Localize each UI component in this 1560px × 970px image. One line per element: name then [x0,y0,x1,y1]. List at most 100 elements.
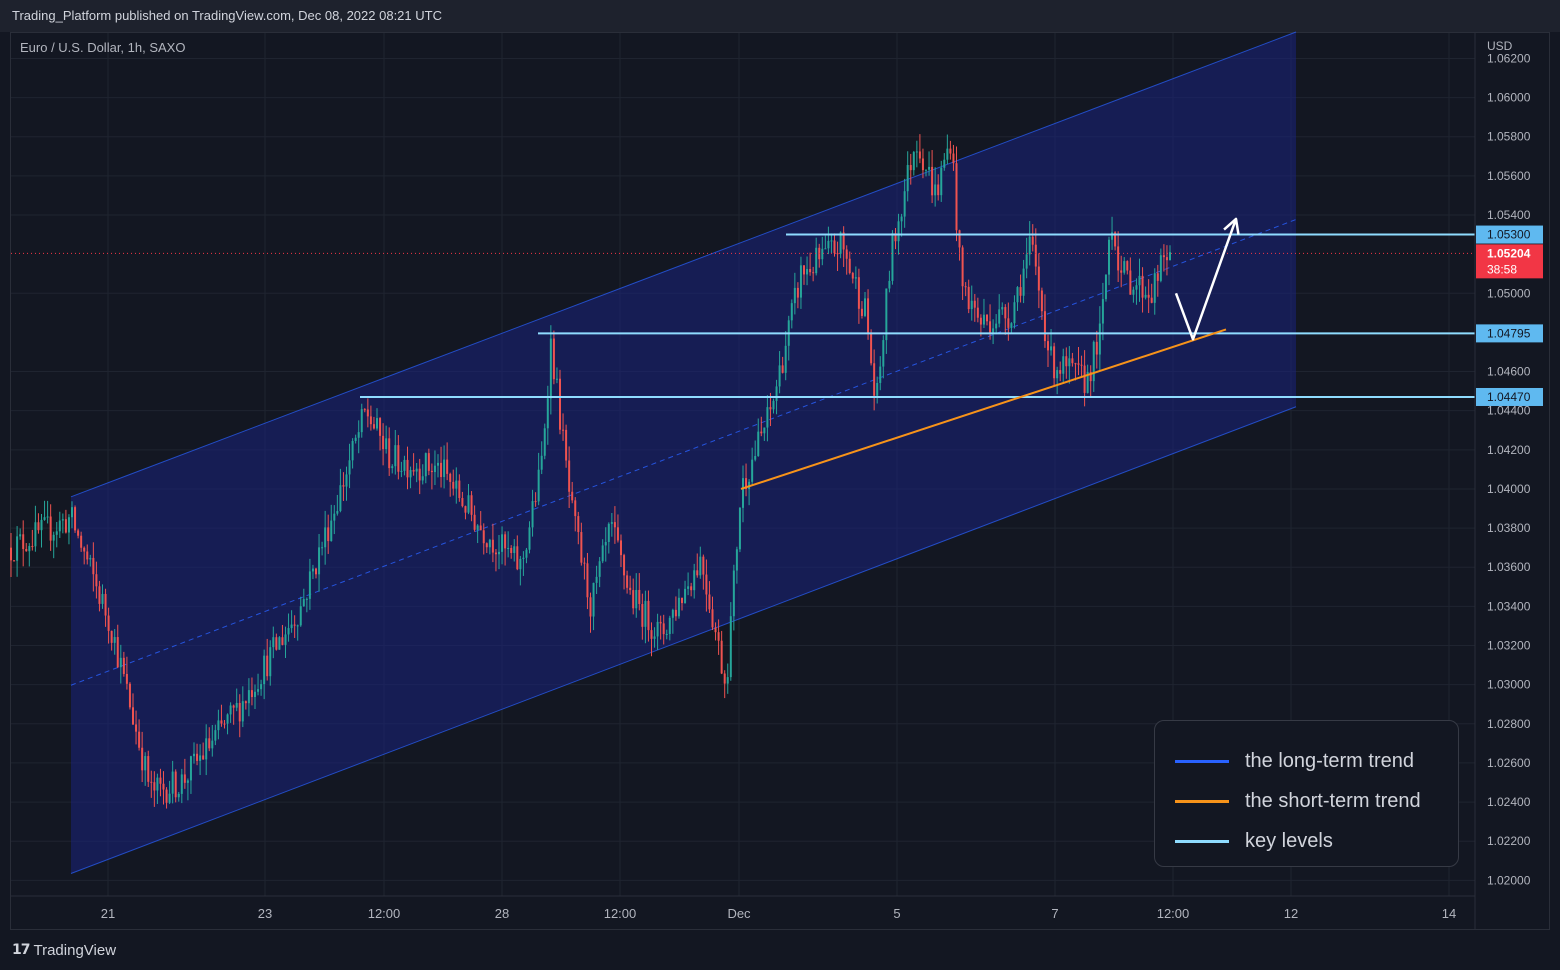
candle-body-213 [659,621,662,624]
price-tick-label: 1.02600 [1487,756,1531,770]
candle-body-289 [891,233,894,281]
candle-body-204 [632,590,635,609]
candle-body-338 [1040,290,1043,312]
time-tick-label: 14 [1442,906,1456,921]
candle-body-273 [842,232,845,250]
time-tick-label: 12:00 [368,906,401,921]
candle-body-259 [799,265,802,298]
candle-body-131 [409,470,412,478]
candle-body-134 [418,468,421,481]
candle-body-4 [22,534,25,549]
published-header: Trading_Platform published on TradingVie… [0,0,1560,32]
price-tick-label: 1.03400 [1487,599,1531,613]
candle-body-290 [894,233,897,242]
candle-body-247 [763,427,766,434]
candle-body-164 [510,547,513,554]
candle-body-137 [427,453,430,471]
candle-body-159 [494,552,497,555]
candle-body-6 [28,546,31,552]
candle-body-67 [214,730,217,741]
candle-body-343 [1056,370,1059,379]
candle-body-39 [128,683,131,708]
candle-body-317 [976,307,979,318]
footer[interactable]: 17 TradingView [12,938,116,962]
published-text: Trading_Platform published on TradingVie… [12,8,442,23]
candle-body-281 [867,298,870,334]
symbol-label[interactable]: Euro / U.S. Dollar, 1h, SAXO [20,40,186,55]
short-term-trend [740,328,1227,490]
candle-body-201 [623,555,626,576]
candle-body-163 [507,547,510,549]
candle-body-177 [549,338,552,399]
candle-body-144 [449,473,452,482]
candle-body-297 [915,151,918,153]
candle-body-231 [714,627,717,633]
candle-body-174 [540,455,543,470]
candle-body-352 [1083,365,1086,393]
candle-body-322 [992,328,995,334]
candle-body-166 [516,546,519,570]
candle-body-142 [443,459,446,478]
candle-body-108 [339,485,342,512]
candle-body-18 [64,519,67,533]
candle-body-300 [925,169,927,171]
candle-body-314 [967,286,970,310]
chart-frame[interactable] [10,32,1550,930]
candle-body-22 [77,530,80,536]
candle-body-190 [589,597,592,617]
short-term-trend-line [740,328,1227,490]
candle-body-143 [446,459,449,474]
candle-body-252 [778,365,781,387]
candle-body-13 [49,516,52,541]
candle-body-311 [958,230,961,248]
time-tick-label: 21 [101,906,115,921]
candle-body-291 [897,221,900,242]
candle-body-56 [180,774,183,794]
candle-body-179 [555,378,558,380]
candle-body-92 [290,624,293,629]
candle-body-353 [1086,372,1089,393]
candle-body-277 [854,277,857,279]
candle-body-155 [482,530,485,544]
candle-body-181 [562,429,565,431]
candle-body-301 [928,166,931,170]
candle-body-55 [177,793,180,798]
time-tick-label: 12 [1284,906,1298,921]
projection-arrow-head [1223,217,1240,235]
legend-item-key-levels: key levels [1155,821,1458,861]
candle-body-113 [354,437,357,441]
candle-body-358 [1101,299,1104,324]
candle-body-106 [333,513,336,521]
price-tick-label: 1.05600 [1487,169,1531,183]
candle-body-86 [272,637,275,648]
candle-body-114 [357,432,360,438]
candle-body-292 [900,216,903,222]
candle-body-188 [583,562,586,564]
candle-body-287 [885,288,888,341]
candle-body-133 [415,468,418,472]
candle-body-11 [43,517,46,520]
candle-body-241 [745,478,748,489]
candle-body-139 [433,465,436,473]
candle-body-222 [687,586,690,589]
candle-body-76 [241,701,244,722]
candle-body-69 [220,720,223,724]
candle-body-85 [269,647,272,677]
price-tick-label: 1.03800 [1487,521,1531,535]
candle-body-36 [119,657,122,668]
candle-body-79 [250,690,253,698]
candle-body-234 [723,673,726,684]
time-tick-label: 12:00 [604,906,637,921]
candle-body-28 [95,574,98,587]
candle-body-278 [857,277,860,309]
candle-body-355 [1092,341,1095,382]
key-level-tag-2 [1476,387,1543,406]
candle-body-304 [937,184,940,196]
candle-body-331 [1019,287,1022,296]
candle-body-192 [595,576,598,583]
candle-body-45 [147,756,150,782]
candle-body-119 [372,424,375,429]
candle-body-51 [165,789,168,803]
candle-body-14 [52,534,55,541]
